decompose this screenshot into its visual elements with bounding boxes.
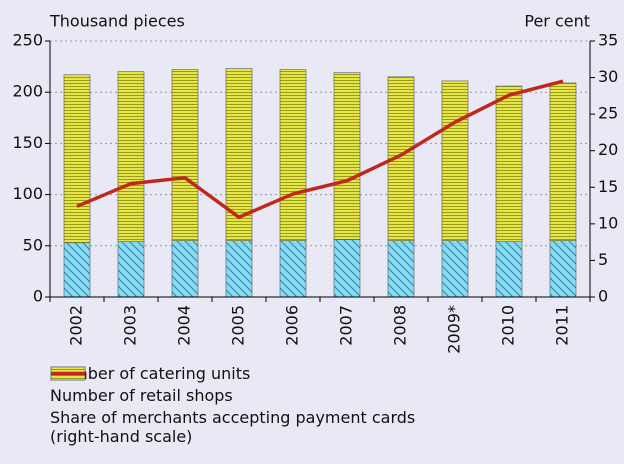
bar-segment — [117, 71, 145, 243]
legend: Number of catering units Number of retail… — [50, 364, 415, 449]
x-tick-label: 2009* — [445, 305, 464, 354]
bar-segment — [117, 241, 145, 298]
bar-segment — [441, 80, 469, 241]
y-tick-label: 200 — [12, 82, 43, 101]
y-tick-label: 100 — [12, 184, 43, 203]
bar-segment — [63, 74, 91, 244]
y2-tick-label: 25 — [598, 104, 618, 123]
bar-segment — [387, 240, 415, 298]
y-axis-label: Thousand pieces — [49, 12, 185, 31]
bar-segment — [279, 69, 307, 241]
x-tick-label: 2008 — [391, 305, 410, 346]
y2-tick-label: 35 — [598, 31, 618, 50]
x-tick-label: 2002 — [67, 305, 86, 346]
bar-segment — [279, 240, 307, 298]
legend-item: Number of retail shops — [50, 366, 415, 405]
x-tick-label: 2010 — [499, 305, 518, 346]
bar-segment — [333, 239, 361, 298]
y2-tick-label: 20 — [598, 140, 618, 159]
bar-segment — [495, 85, 523, 243]
y2-tick-label: 5 — [598, 250, 608, 269]
legend-swatch — [51, 371, 85, 376]
x-tick-label: 2005 — [229, 305, 248, 346]
bar-segment — [225, 240, 253, 298]
x-tick-label: 2007 — [337, 305, 356, 346]
bar-segment — [549, 240, 577, 298]
legend-item: Number of catering units — [50, 364, 415, 383]
y2-tick-label: 30 — [598, 67, 618, 86]
bar-segment — [171, 240, 199, 298]
y2-tick-label: 15 — [598, 177, 618, 196]
legend-item: Share of merchants accepting payment car… — [50, 371, 416, 446]
y2-axis-label: Per cent — [524, 12, 590, 31]
legend-label: Share of merchants accepting payment car… — [50, 408, 416, 446]
bar-segment — [549, 82, 577, 241]
x-tick-label: 2004 — [175, 305, 194, 346]
x-tick-label: 2003 — [121, 305, 140, 346]
y-tick-label: 250 — [12, 31, 43, 50]
x-tick-label: 2011 — [553, 305, 572, 346]
y-tick-label: 50 — [23, 235, 43, 254]
x-tick-label: 2006 — [283, 305, 302, 346]
y-tick-label: 150 — [12, 133, 43, 152]
y-tick-label: 0 — [33, 287, 43, 306]
bar-segment — [63, 242, 91, 298]
line-series — [76, 79, 564, 220]
chart: Thousand pieces Per cent 050100150200250… — [12, 12, 618, 354]
y2-tick-label: 0 — [598, 287, 608, 306]
bar-segment — [441, 240, 469, 298]
bar-segment — [333, 72, 361, 240]
bar-segment — [495, 241, 523, 298]
legend-label: Number of retail shops — [50, 386, 233, 405]
bar-segment — [171, 69, 199, 241]
y2-tick-label: 10 — [598, 213, 618, 232]
